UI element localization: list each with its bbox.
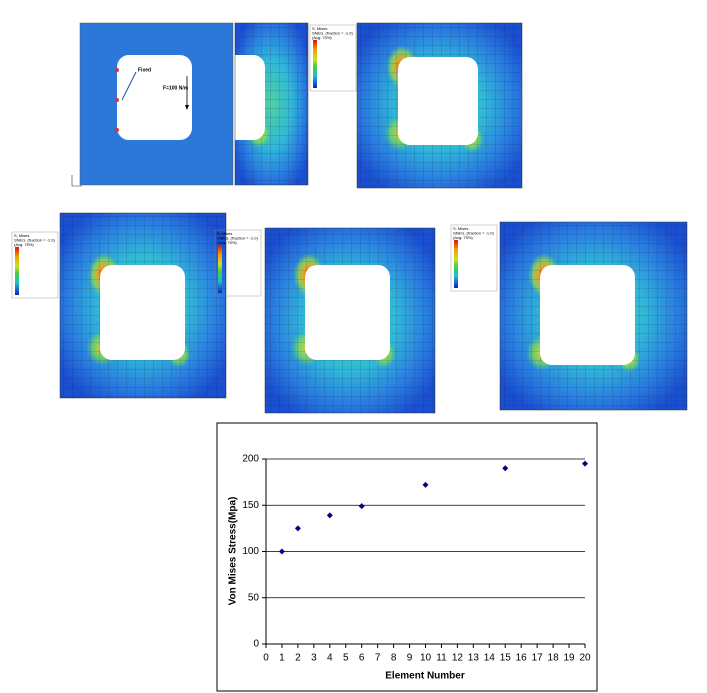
- y-axis-title: Von Mises Stress(Mpa): [228, 497, 239, 606]
- legend-box: [450, 224, 498, 292]
- x-tick-label: 14: [484, 653, 496, 664]
- x-tick-label: 2: [295, 653, 301, 664]
- x-tick-label: 10: [420, 653, 432, 664]
- fem-panel: [264, 227, 436, 414]
- legend-title: (Avg: 75%): [312, 35, 332, 40]
- legend-box: [11, 231, 59, 299]
- chart-frame: [216, 422, 598, 692]
- hole: [235, 55, 265, 140]
- x-tick-label: 6: [359, 653, 365, 664]
- x-tick-label: 16: [516, 653, 528, 664]
- y-tick-label: 0: [253, 639, 259, 650]
- hole: [398, 57, 478, 145]
- y-tick-label: 50: [248, 592, 260, 603]
- color-bar: [454, 240, 458, 288]
- panel-border: [234, 22, 309, 186]
- x-tick-label: 4: [327, 653, 333, 664]
- legend-title: (Avg: 75%): [14, 242, 34, 247]
- x-tick-label: 17: [532, 653, 544, 664]
- y-tick-label: 200: [242, 454, 259, 465]
- fem-body: [357, 23, 522, 188]
- x-tick-label: 11: [436, 653, 447, 664]
- force-arrow-head: [185, 105, 189, 110]
- panel-border: [264, 227, 436, 414]
- support: [115, 98, 119, 102]
- fem-panel: [356, 22, 523, 189]
- x-tick-label: 19: [563, 653, 575, 664]
- point: [278, 548, 285, 555]
- color-bar: [218, 245, 222, 293]
- hole: [305, 265, 390, 360]
- color-bar: [313, 40, 317, 88]
- point: [326, 512, 333, 519]
- hole: [117, 55, 192, 140]
- x-tick-label: 9: [407, 653, 413, 664]
- x-tick-label: 1: [279, 653, 285, 664]
- legend-box: [309, 24, 357, 92]
- legend-box: [214, 229, 262, 297]
- triad: [71, 175, 82, 187]
- panel-border: [356, 22, 523, 189]
- panel-border: [59, 212, 227, 399]
- fem-body: [500, 222, 687, 410]
- x-tick-label: 8: [391, 653, 397, 664]
- x-axis-title: Element Number: [385, 671, 465, 682]
- point: [358, 503, 365, 510]
- support: [115, 68, 119, 72]
- x-tick-label: 3: [311, 653, 317, 664]
- legend-title: SNEG, (fraction = -1.0): [14, 238, 55, 243]
- x-tick-label: 15: [500, 653, 512, 664]
- panel-border: [499, 221, 688, 411]
- x-tick-label: 0: [263, 653, 269, 664]
- annotation: Fixed: [138, 67, 151, 73]
- fem-body: [265, 228, 435, 413]
- x-tick-label: 12: [452, 653, 464, 664]
- x-tick-label: 20: [579, 653, 591, 664]
- x-tick-label: 18: [548, 653, 560, 664]
- support: [115, 128, 119, 132]
- fem-panel: [234, 22, 309, 186]
- leader: [121, 71, 137, 101]
- x-tick-label: 13: [468, 653, 480, 664]
- y-tick-label: 150: [242, 500, 259, 511]
- fem-body: [60, 213, 226, 398]
- legend-title: SNEG, (fraction = -1.0): [453, 231, 494, 236]
- color-bar: [15, 247, 19, 295]
- legend-title: S, Mises: [453, 226, 468, 231]
- point: [422, 481, 429, 488]
- legend-title: (Avg: 75%): [453, 235, 473, 240]
- legend-title: S, Mises: [312, 26, 327, 31]
- annotation: F=100 N/m: [163, 85, 189, 91]
- legend-title: SNEG, (fraction = -1.0): [217, 236, 258, 241]
- fem-body: [235, 23, 308, 185]
- point: [294, 525, 301, 532]
- legend-title: SNEG, (fraction = -1.0): [312, 31, 353, 36]
- hole: [540, 265, 635, 365]
- legend-title: S, Mises: [14, 233, 29, 238]
- fem-panel: [59, 212, 227, 399]
- point: [582, 460, 588, 467]
- hole: [100, 265, 185, 360]
- fem-panel: [499, 221, 688, 411]
- legend-title: S, Mises: [217, 231, 232, 236]
- x-tick-label: 7: [375, 653, 381, 664]
- x-tick-label: 5: [343, 653, 349, 664]
- point: [502, 465, 509, 472]
- legend-title: (Avg: 75%): [217, 240, 237, 245]
- y-tick-label: 100: [242, 546, 259, 557]
